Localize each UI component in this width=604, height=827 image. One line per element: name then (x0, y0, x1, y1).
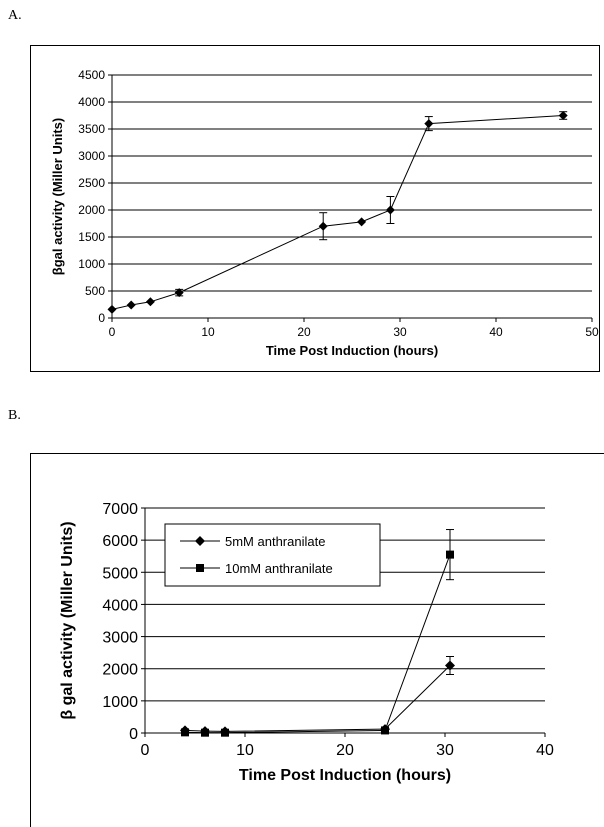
series-0-line (111, 115, 564, 310)
series-0-point-2 (145, 297, 155, 307)
y-tick-label-1: 500 (85, 284, 105, 298)
series-0-point-5 (357, 217, 367, 227)
series-0-point-8 (558, 111, 568, 120)
y-tick-label-0: 0 (98, 311, 105, 325)
y-tick-label-7: 3500 (78, 122, 105, 136)
panel-label-b: B. (8, 408, 21, 423)
y-tick-label-2: 1000 (78, 257, 105, 271)
chart-b-frame (30, 453, 604, 827)
x-tick-label-2: 20 (297, 325, 311, 339)
y-tick-label-5: 2500 (78, 176, 105, 190)
y-tick-label-6: 3000 (78, 149, 105, 163)
series-0-point-0 (107, 304, 117, 314)
x-axis-title: Time Post Induction (hours) (266, 343, 438, 358)
y-tick-label-8: 4000 (78, 95, 105, 109)
series-0-point-4 (318, 221, 328, 231)
x-tick-label-4: 40 (489, 325, 503, 339)
y-tick-label-9: 4500 (78, 68, 105, 82)
y-tick-label-3: 1500 (78, 230, 105, 244)
y-axis-title: βgal activity (Miller Units) (50, 118, 65, 275)
series-0-point-6 (385, 205, 395, 215)
series-0-point-7 (424, 119, 434, 129)
x-tick-label-0: 0 (109, 325, 116, 339)
series-0-point-3 (174, 288, 184, 298)
panel-label-a: A. (8, 8, 22, 23)
series-0-point-1 (126, 300, 136, 310)
x-tick-label-1: 10 (201, 325, 215, 339)
x-tick-label-5: 50 (585, 325, 599, 339)
x-tick-label-3: 30 (393, 325, 407, 339)
y-tick-label-4: 2000 (78, 203, 105, 217)
